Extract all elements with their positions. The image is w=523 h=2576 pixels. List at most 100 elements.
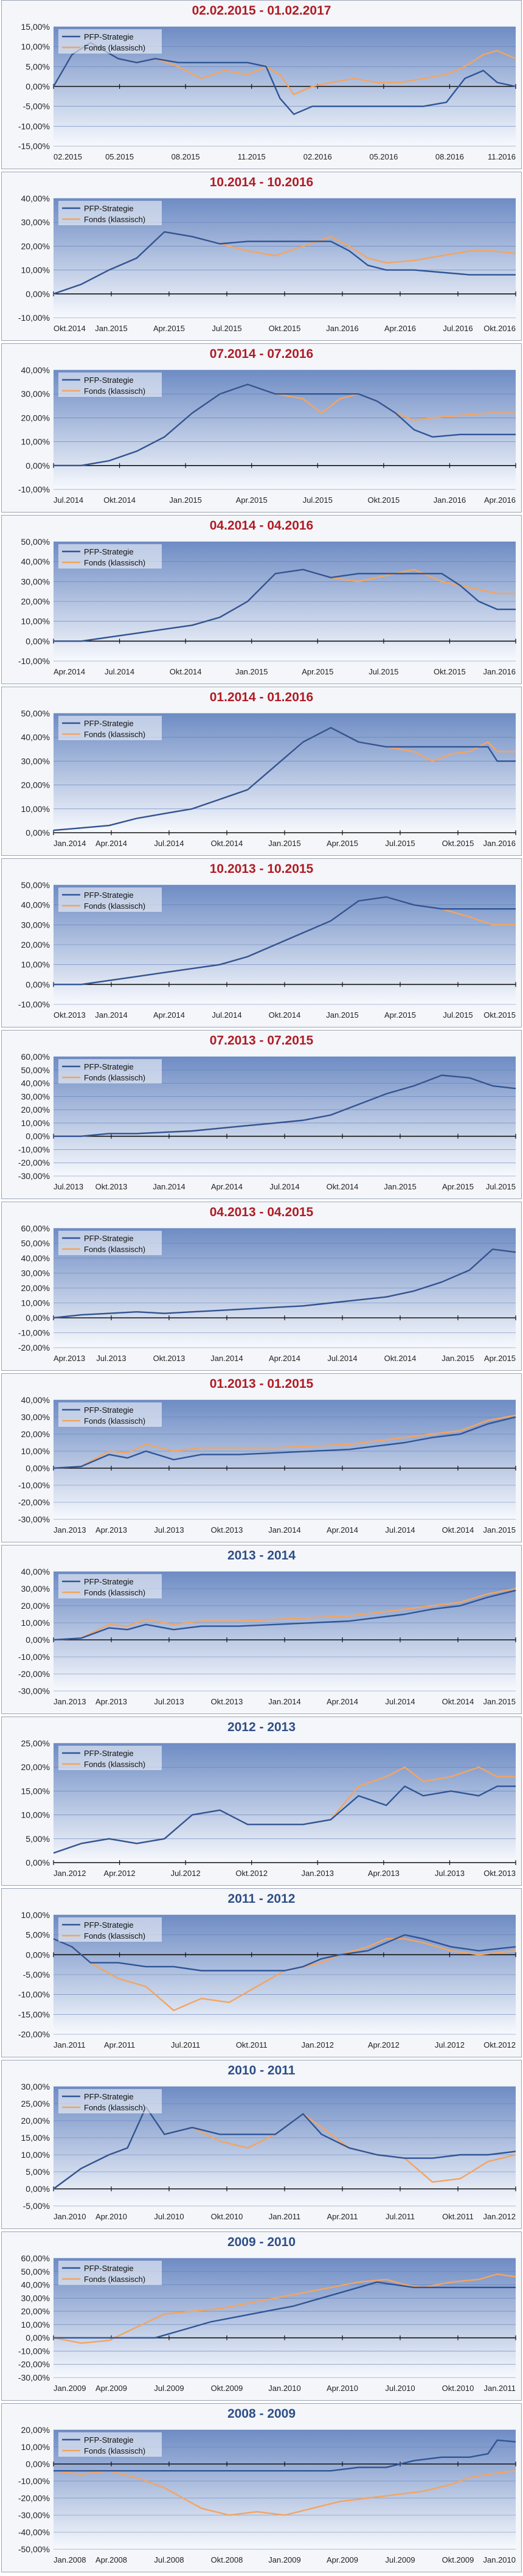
series-line-fonds-klassisch bbox=[53, 1415, 516, 1469]
x-tick-label: Apr.2014 bbox=[54, 667, 85, 676]
x-tick-label: Jul.2011 bbox=[171, 2040, 200, 2049]
chart-panel: 2011 - 2012 10,00% 5,00% 0,00% -5,00% -10,00%… bbox=[0, 1888, 523, 2057]
x-tick-label: Apr.2015 bbox=[153, 324, 185, 333]
y-tick-label: 10,00% bbox=[21, 804, 50, 814]
y-tick-label: 50,00% bbox=[21, 880, 50, 890]
x-tick-label: Jan.2015 bbox=[169, 495, 202, 505]
x-tick-label: Apr.2016 bbox=[484, 495, 516, 505]
chart-svg: 50,00% 40,00% 30,00% 20,00% 10,00% 0,00% -10,0… bbox=[18, 537, 516, 676]
x-tick-label: Jan.2010 bbox=[483, 2555, 516, 2564]
x-tick-label: Jul.2014 bbox=[105, 667, 134, 676]
x-tick-label: Jul.2014 bbox=[212, 1010, 241, 1020]
x-tick-label: Okt.2014 bbox=[384, 1354, 417, 1363]
chart-panel: 10.2014 - 10.2016 40,00% 30,00% 20,00% 10,00… bbox=[0, 172, 523, 341]
x-tick-label: Jul.2015 bbox=[212, 324, 241, 333]
series-line-pfp-strategie bbox=[53, 2106, 516, 2189]
legend-box bbox=[58, 1402, 162, 1427]
series-line-pfp-strategie bbox=[53, 1934, 516, 1972]
series-line-fonds-klassisch bbox=[53, 2470, 516, 2516]
y-tick-label: 10,00% bbox=[21, 2442, 50, 2452]
legend-label-fonds-klassisch: Fonds (klassisch) bbox=[84, 730, 145, 739]
chart-panel: 2013 - 2014 40,00% 30,00% 20,00% 10,00% 0,00%… bbox=[0, 1545, 523, 1714]
x-tick-label: Apr.2015 bbox=[384, 1010, 416, 1020]
series-line-fonds-klassisch bbox=[53, 1587, 516, 1641]
x-tick-label: Jan.2014 bbox=[54, 839, 86, 848]
legend-label-fonds-klassisch: Fonds (klassisch) bbox=[84, 215, 145, 224]
x-tick-label: Jul.2014 bbox=[385, 1525, 415, 1535]
chart-svg: 15,00% 10,00% 5,00% 0,00% -5,00% -10,00% -15,0… bbox=[18, 22, 516, 161]
series-line-pfp-strategie bbox=[53, 231, 516, 295]
y-tick-label: -30,00% bbox=[18, 2373, 50, 2382]
x-tick-label: 05.2016 bbox=[369, 152, 398, 161]
y-tick-label: 40,00% bbox=[21, 900, 50, 910]
x-tick-label: Jan.2013 bbox=[302, 1869, 334, 1878]
legend-label-pfp-strategie: PFP-Strategie bbox=[84, 1062, 134, 1071]
series-line-pfp-strategie bbox=[54, 383, 516, 466]
y-tick-label: 30,00% bbox=[21, 1269, 50, 1278]
x-tick-label: Jul.2014 bbox=[269, 1182, 299, 1191]
series-line-pfp-strategie bbox=[54, 1074, 516, 1137]
series-line-pfp-strategie bbox=[53, 727, 516, 831]
chart-title: 04.2013 - 04.2015 bbox=[209, 1205, 314, 1219]
legend-label-fonds-klassisch: Fonds (klassisch) bbox=[84, 901, 145, 911]
x-tick-label: Okt.2013 bbox=[54, 1010, 86, 1020]
chart-svg: 40,00% 30,00% 20,00% 10,00% 0,00% -10,00% Okt.… bbox=[18, 194, 516, 333]
x-tick-label: Jan.2016 bbox=[483, 839, 516, 848]
y-tick-label: 40,00% bbox=[21, 1253, 50, 1263]
x-tick-label: Jan.2014 bbox=[268, 1525, 301, 1535]
x-tick-label: Jul.2014 bbox=[385, 1697, 415, 1706]
x-tick-label: Okt.2014 bbox=[442, 1697, 474, 1706]
y-tick-label: 0,00% bbox=[26, 2184, 50, 2194]
x-tick-label: Jul.2015 bbox=[369, 667, 398, 676]
legend-label-fonds-klassisch: Fonds (klassisch) bbox=[84, 1931, 145, 1941]
y-tick-label: 0,00% bbox=[26, 2459, 50, 2469]
x-tick-label: Okt.2015 bbox=[269, 324, 301, 333]
series-line-pfp-strategie bbox=[54, 896, 516, 985]
x-tick-label: Okt.2014 bbox=[170, 667, 202, 676]
y-tick-label: 5,00% bbox=[26, 1930, 50, 1940]
x-tick-label: Apr.2013 bbox=[95, 1697, 127, 1706]
x-tick-label: Jul.2012 bbox=[171, 1869, 201, 1878]
x-tick-label: Okt.2015 bbox=[367, 495, 400, 505]
legend-box bbox=[58, 1059, 162, 1083]
legend-label-pfp-strategie: PFP-Strategie bbox=[84, 1405, 134, 1415]
y-tick-label: -40,00% bbox=[18, 2527, 50, 2537]
legend-label-pfp-strategie: PFP-Strategie bbox=[84, 891, 134, 900]
y-tick-label: 5,00% bbox=[26, 61, 50, 71]
legend-box bbox=[58, 544, 162, 569]
x-tick-label: Apr.2010 bbox=[95, 2212, 127, 2221]
x-tick-label: Okt.2010 bbox=[211, 2212, 243, 2221]
y-tick-label: 60,00% bbox=[21, 2253, 50, 2263]
legend-label-pfp-strategie: PFP-Strategie bbox=[84, 719, 134, 728]
chart-svg: 40,00% 30,00% 20,00% 10,00% 0,00% -10,00% -20,… bbox=[18, 1395, 516, 1535]
x-tick-label: Apr.2015 bbox=[442, 1182, 474, 1191]
x-tick-label: Jan.2016 bbox=[326, 324, 359, 333]
legend-label-fonds-klassisch: Fonds (klassisch) bbox=[84, 2446, 145, 2455]
y-tick-label: 20,00% bbox=[21, 413, 50, 422]
x-tick-label: Okt.2008 bbox=[211, 2555, 243, 2564]
y-tick-label: 60,00% bbox=[21, 1223, 50, 1233]
x-tick-label: Okt.2013 bbox=[211, 1697, 243, 1706]
y-tick-label: 20,00% bbox=[21, 940, 50, 950]
x-tick-label: Jul.2009 bbox=[154, 2384, 184, 2393]
y-tick-label: 0,00% bbox=[26, 82, 50, 91]
x-tick-label: Okt.2011 bbox=[236, 2040, 268, 2049]
series-line-pfp-strategie bbox=[53, 1416, 516, 1469]
chart-title: 07.2014 - 07.2016 bbox=[209, 347, 314, 361]
x-tick-label: Apr.2008 bbox=[95, 2555, 127, 2564]
y-tick-label: 50,00% bbox=[21, 1239, 50, 1248]
y-tick-label: 0,00% bbox=[26, 979, 50, 989]
x-tick-label: Okt.2013 bbox=[153, 1354, 185, 1363]
y-tick-label: -10,00% bbox=[18, 1652, 50, 1662]
legend-label-pfp-strategie: PFP-Strategie bbox=[84, 1920, 134, 1930]
x-tick-label: Okt.2012 bbox=[235, 1869, 268, 1878]
y-tick-label: 20,00% bbox=[21, 2116, 50, 2126]
chart-svg: 10,00% 5,00% 0,00% -5,00% -10,00% -15,00% -20,… bbox=[18, 1910, 516, 2049]
x-tick-label: Apr.2015 bbox=[236, 495, 268, 505]
x-tick-label: Okt.2015 bbox=[434, 667, 466, 676]
